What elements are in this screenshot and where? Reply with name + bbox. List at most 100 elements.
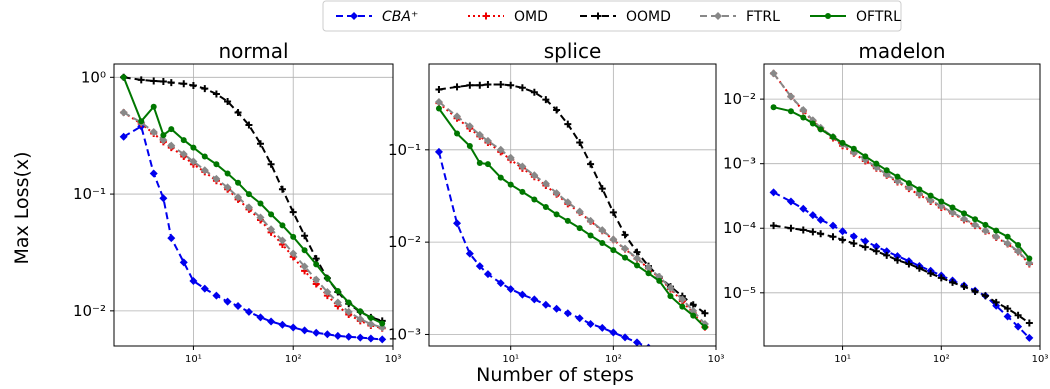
data-point-ftrl [678, 295, 687, 304]
data-point-cba-plus [575, 314, 584, 323]
data-point-oomd [872, 247, 880, 255]
data-point-oomd [883, 251, 891, 259]
x-tick-label: 10³ [385, 354, 402, 365]
data-point-oomd [799, 226, 807, 234]
data-point-ftrl [518, 162, 527, 171]
data-point-ftrl [563, 198, 572, 207]
data-point-oftrl [622, 254, 629, 261]
data-point-oftrl [787, 108, 794, 115]
chart-title: normal [218, 39, 288, 63]
data-point-ftrl [992, 232, 1001, 241]
y-tick-label: 10⁻³ [388, 325, 421, 343]
y-tick-label: 10⁻² [73, 302, 106, 320]
data-point-oomd [949, 278, 957, 286]
plot-frame [113, 63, 394, 347]
data-point-oftrl [862, 153, 869, 160]
chart-title: splice [544, 39, 602, 63]
data-point-cba-plus [882, 247, 891, 256]
data-point-oftrl [883, 167, 890, 174]
data-point-ftrl [323, 288, 332, 297]
data-point-oomd [507, 81, 515, 89]
data-point-ftrl [981, 226, 990, 235]
data-point-cba-plus [223, 297, 232, 306]
data-point-cba-plus [893, 252, 902, 261]
data-point-oomd [234, 108, 242, 116]
data-point-ftrl [366, 320, 375, 329]
legend-swatch-marker [825, 13, 831, 19]
data-point-oftrl [268, 211, 275, 218]
data-point-oftrl [531, 196, 538, 203]
data-point-cba-plus [701, 365, 709, 373]
x-tick-label: 10¹ [834, 354, 851, 365]
series-line-oftrl [438, 107, 706, 328]
data-point-cba-plus [333, 331, 342, 340]
data-point-oftrl [587, 232, 594, 239]
data-point-ftrl [496, 145, 505, 154]
data-point-oomd [893, 256, 901, 264]
chart-madelon: madelon 10¹ 10² 10³ 10⁻⁵ 10⁻⁴ 10⁻³ 10⁻² [723, 39, 1048, 365]
data-point-ftrl [344, 307, 353, 316]
data-point-ftrl [915, 189, 924, 198]
data-point-cba-plus [344, 332, 353, 341]
data-point-ftrl [552, 189, 561, 198]
x-tick-label: 10² [285, 354, 302, 365]
data-point-ftrl [465, 122, 474, 131]
data-point-ftrl [289, 249, 298, 258]
data-point-oftrl [1026, 255, 1033, 262]
data-point-cba-plus [1025, 333, 1034, 342]
data-point-oftrl [800, 114, 807, 121]
data-point-oomd [453, 83, 461, 91]
data-point-oftrl [927, 192, 934, 199]
data-point-oftrl [1004, 233, 1011, 240]
data-point-oomd [553, 106, 561, 114]
data-point-oomd [167, 79, 175, 87]
data-point-oomd [484, 80, 492, 88]
data-point-ftrl [598, 226, 607, 235]
data-point-cba-plus [598, 323, 607, 332]
data-point-oomd [289, 208, 297, 216]
data-point-oftrl [972, 216, 979, 223]
data-point-ftrl [200, 166, 209, 175]
data-point-oftrl [576, 225, 583, 232]
data-point-cba-plus [586, 319, 595, 328]
data-point-oftrl [345, 299, 352, 306]
data-point-oomd [701, 309, 709, 317]
data-point-cba-plus [530, 295, 539, 304]
data-point-oftrl [224, 170, 231, 177]
data-point-ftrl [1014, 247, 1023, 256]
data-point-cba-plus [483, 270, 492, 279]
data-point-oomd [497, 80, 505, 88]
data-point-oomd [850, 240, 858, 248]
legend: CBA⁺ OMD OOMD FTRL OFTRL [322, 0, 902, 32]
data-point-oomd [301, 232, 309, 240]
data-point-oomd [518, 84, 526, 92]
data-point-cba-plus [289, 323, 298, 332]
data-point-cba-plus [312, 328, 321, 337]
series-line-oomd [438, 83, 706, 315]
data-point-oomd [159, 78, 167, 86]
data-point-oomd [278, 185, 286, 193]
series-line-cba-plus [437, 151, 648, 346]
legend-swatch-marker [714, 12, 722, 20]
data-point-oomd [245, 121, 253, 129]
data-point-oomd [915, 264, 923, 272]
data-point-ftrl [633, 254, 642, 263]
data-point-cba-plus [356, 333, 365, 342]
data-point-cba-plus [167, 234, 176, 243]
data-point-ftrl [159, 136, 168, 145]
data-point-cba-plus [769, 188, 778, 197]
data-point-cba-plus [323, 330, 332, 339]
data-point-oomd [787, 224, 795, 232]
data-point-oftrl [507, 181, 514, 188]
series-group [119, 73, 387, 344]
series-line-omd [123, 111, 383, 330]
legend-item-ftrl: FTRL [700, 9, 780, 25]
data-point-cba-plus [200, 284, 209, 293]
data-point-cba-plus [799, 204, 808, 213]
chart-title: madelon [858, 39, 945, 63]
data-point-cba-plus [278, 320, 287, 329]
data-point-cba-plus [689, 362, 697, 370]
x-tick-label: 10³ [708, 354, 725, 365]
data-point-ftrl [960, 214, 969, 223]
data-point-cba-plus [453, 219, 462, 228]
